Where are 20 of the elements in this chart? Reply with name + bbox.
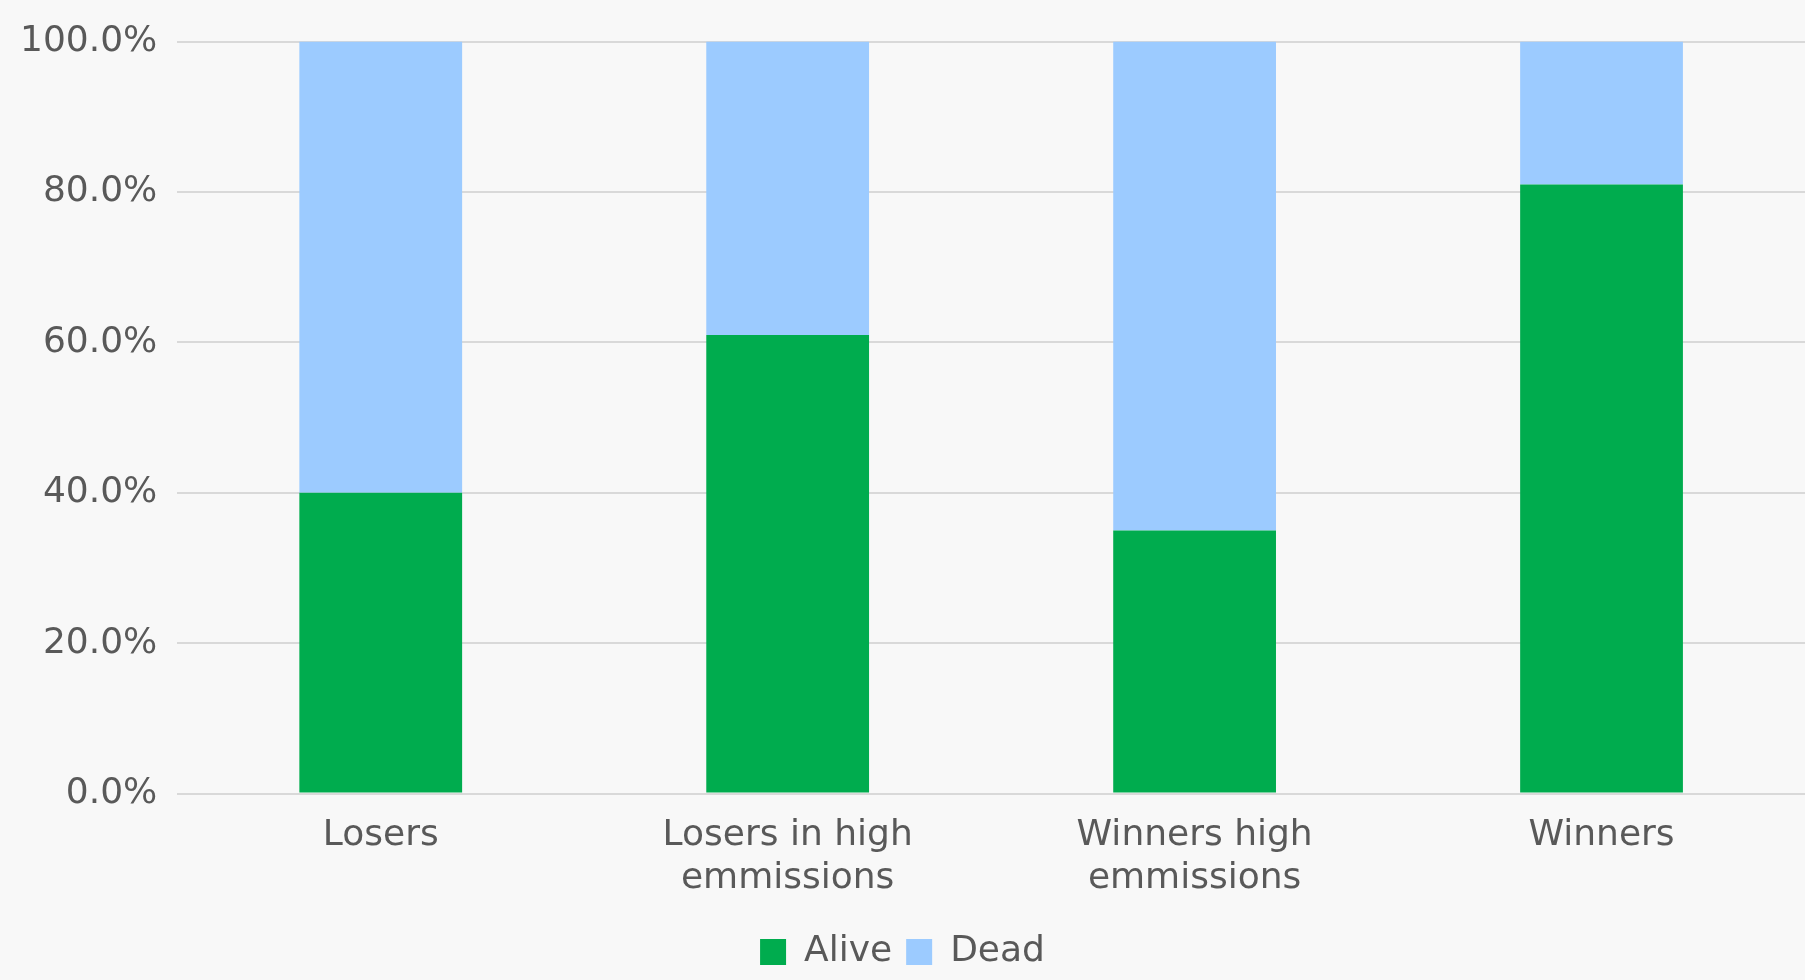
x-tick-label: Winners (1528, 811, 1675, 853)
y-tick-label: 100.0% (19, 17, 158, 59)
y-tick-label: 60.0% (42, 318, 158, 360)
bar (1520, 41, 1683, 185)
y-tick-label: 0.0% (65, 769, 158, 811)
bar (1113, 530, 1276, 793)
y-tick-label: 20.0% (42, 619, 158, 661)
bar (1520, 184, 1683, 793)
legend-label: Dead (950, 928, 1045, 970)
bar (706, 334, 870, 793)
x-tick-label: Losers in high emmissions (662, 811, 913, 896)
y-tick-label: 40.0% (42, 469, 158, 511)
y-tick-label: 80.0% (42, 168, 158, 210)
bar (1113, 41, 1276, 531)
legend-label: Alive (804, 928, 893, 970)
bar (706, 41, 870, 335)
x-tick-label: Winners high emmissions (1076, 811, 1313, 896)
bar (299, 41, 463, 493)
x-tick-label: Losers (322, 811, 439, 853)
bar (299, 492, 463, 793)
